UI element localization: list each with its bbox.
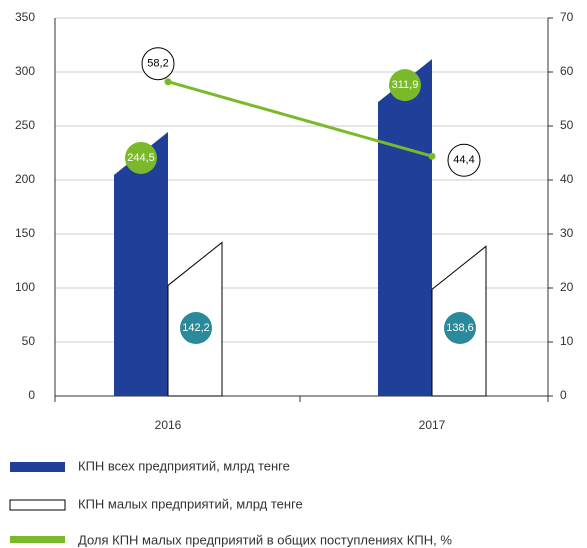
legend-label: Доля КПН малых предприятий в общих посту… xyxy=(78,532,452,547)
value-label: 44,4 xyxy=(453,154,474,166)
value-label-bg xyxy=(444,312,476,344)
y-tick-label: 50 xyxy=(22,334,36,348)
y2-tick-label: 0 xyxy=(560,388,567,402)
y2-tick-label: 70 xyxy=(560,10,574,24)
y2-tick-label: 10 xyxy=(560,334,574,348)
legend-swatch xyxy=(10,536,65,543)
value-label-bg xyxy=(389,69,421,102)
y-tick-label: 200 xyxy=(15,172,35,186)
line-point xyxy=(164,78,172,86)
value-label: 138,6 xyxy=(446,322,474,334)
y2-tick-label: 40 xyxy=(560,172,574,186)
y2-tick-label: 60 xyxy=(560,64,574,78)
value-label-bg xyxy=(447,143,481,177)
y-tick-label: 0 xyxy=(28,388,35,402)
x-tick-label: 2016 xyxy=(155,418,182,432)
bar xyxy=(378,59,432,396)
legend-swatch xyxy=(10,462,65,472)
x-tick-label: 2017 xyxy=(419,418,446,432)
y-tick-label: 100 xyxy=(15,280,35,294)
line xyxy=(167,80,433,158)
y-tick-label: 250 xyxy=(15,118,35,132)
y2-tick-label: 50 xyxy=(560,118,574,132)
y-tick-label: 350 xyxy=(15,10,35,24)
line-point xyxy=(428,152,436,160)
value-label: 142,2 xyxy=(182,322,210,334)
legend-label: КПН малых предприятий, млрд тенге xyxy=(78,496,303,511)
y2-tick-label: 20 xyxy=(560,280,574,294)
y2-tick-label: 30 xyxy=(560,226,574,240)
value-label: 311,9 xyxy=(392,79,419,91)
y-tick-label: 300 xyxy=(15,64,35,78)
y-tick-label: 150 xyxy=(15,226,35,240)
value-label-bg xyxy=(180,312,212,344)
value-label-bg xyxy=(141,47,175,81)
value-label: 244,5 xyxy=(127,152,155,164)
legend-swatch xyxy=(9,499,66,511)
value-label-bg xyxy=(125,141,157,174)
value-label: 58,2 xyxy=(147,58,168,70)
legend-label: КПН всех предприятий, млрд тенге xyxy=(78,458,290,473)
bar xyxy=(114,131,168,396)
